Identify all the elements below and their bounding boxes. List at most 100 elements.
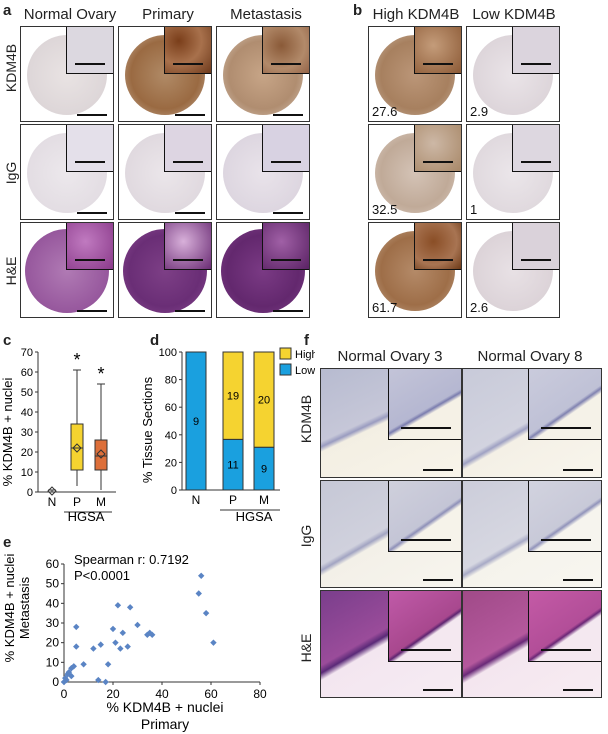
e-data-point (102, 678, 109, 686)
e-data-point (70, 663, 77, 670)
kdm4b-value: 27.6 (372, 104, 398, 119)
tissue-image-normal-kdm4b (20, 26, 114, 122)
d-count-low: 9 (193, 416, 199, 428)
panel-label-c: c (3, 332, 12, 349)
e-annotation-p: P<0.0001 (74, 568, 130, 583)
c-mean-marker (72, 443, 82, 453)
e-ytick-label: 0 (52, 675, 59, 689)
col-title-normal-ovary-3: Normal Ovary 3 (337, 348, 443, 365)
col-title-normal-ovary-8: Normal Ovary 8 (477, 348, 583, 365)
tissue-image-metastasis-igg (216, 124, 310, 220)
e-data-point (73, 643, 80, 650)
c-ytick-label: 60 (21, 367, 33, 379)
c-ytick-label: 10 (21, 467, 33, 479)
e-ytick-label: 50 (46, 577, 60, 591)
c-ylabel: % KDM4B + nuclei (0, 378, 15, 487)
e-data-point (126, 604, 134, 611)
tissue-image-normal-igg (20, 124, 114, 220)
d-legend-label: Low (295, 365, 315, 377)
tissue-image-high-2: 32.5 (368, 124, 462, 220)
d-ytick-label: 20 (165, 457, 177, 469)
e-xtick-label: 60 (204, 687, 218, 701)
e-ylabel2: Metastasis (17, 576, 32, 639)
e-ytick-label: 20 (46, 636, 60, 650)
e-xtick-label: 80 (253, 687, 267, 701)
e-data-point (202, 609, 210, 617)
d-legend-swatch-high (279, 347, 292, 360)
d-xtick-label: M (259, 493, 269, 507)
e-data-point (95, 676, 102, 684)
tissue-image-metastasis-kdm4b (216, 26, 310, 122)
d-bar-high-P (222, 351, 244, 440)
d-count-low: 11 (227, 460, 238, 472)
kdm4b-value: 1 (470, 202, 478, 217)
micrograph-ovary8-igg (462, 480, 602, 588)
c-ytick-label: 30 (21, 427, 33, 439)
e-data-point (63, 676, 70, 684)
c-xtick-label: M (96, 495, 106, 509)
panel-label-d: d (150, 332, 160, 349)
d-ytick-label: 80 (165, 375, 177, 387)
e-data-point (73, 623, 80, 631)
col-title-primary: Primary (142, 6, 194, 23)
e-ytick-label: 10 (46, 655, 60, 669)
row-label-kdm4b-a: KDM4B (3, 43, 19, 93)
d-ytick-label: 60 (165, 402, 177, 414)
panel-label-a: a (3, 2, 12, 19)
tissue-image-metastasis-he (216, 222, 310, 318)
d-xtick-label: P (229, 493, 237, 507)
micrograph-ovary8-he (462, 590, 602, 698)
row-label-he-f: H&E (298, 633, 314, 663)
col-title-low-kdm4b: Low KDM4B (472, 6, 556, 23)
c-xtick-label: P (73, 495, 81, 509)
d-ytick-label: 0 (171, 485, 177, 497)
kdm4b-value: 61.7 (372, 300, 398, 315)
e-data-point (80, 661, 87, 668)
d-legend-label: High (295, 349, 315, 361)
d-count-low: 9 (261, 464, 267, 476)
c-xtick-label: N (48, 495, 57, 509)
tissue-image-high-3: 61.7 (368, 222, 462, 318)
c-box-M (94, 439, 108, 471)
d-bar-low-N (185, 351, 207, 491)
kdm4b-value: 2.9 (470, 104, 489, 119)
d-count-high: 19 (227, 391, 239, 403)
tissue-image-primary-igg (118, 124, 212, 220)
c-ytick-label: 0 (27, 487, 33, 499)
panel-label-f: f (304, 332, 309, 349)
e-data-point (68, 665, 75, 672)
tissue-image-low-2: 1 (466, 124, 560, 220)
micrograph-ovary8-kdm4b (462, 368, 602, 478)
c-group-label: HGSA (68, 509, 105, 524)
e-data-point (195, 590, 202, 597)
c-box-P (70, 423, 84, 471)
micrograph-ovary3-kdm4b (320, 368, 462, 478)
c-mean-marker (47, 486, 57, 496)
box-plot-chart: 0 10 20 30 40 50 60 70 N P M * * % KDM4B + nuclei HG… (0, 347, 116, 524)
e-data-point (60, 678, 68, 686)
d-count-high: 20 (258, 395, 270, 407)
panel-label-b: b (353, 2, 363, 19)
e-ylabel: % KDM4B + nuclei (2, 554, 17, 663)
col-title-metastasis: Metastasis (230, 6, 302, 23)
kdm4b-value: 2.6 (470, 300, 489, 315)
e-data-point (97, 641, 104, 648)
e-xtick-label: 0 (61, 687, 68, 701)
micrograph-ovary3-igg (320, 480, 462, 588)
tissue-image-low-3: 2.6 (466, 222, 560, 318)
d-bar-high-M (253, 351, 275, 448)
row-label-igg-a: IgG (3, 161, 19, 185)
row-label-kdm4b-f: KDM4B (298, 394, 314, 444)
c-ytick-label: 20 (21, 447, 33, 459)
c-significance-mark: * (73, 350, 80, 370)
micrograph-ovary3-he (320, 590, 462, 698)
d-legend-swatch-low (279, 363, 292, 376)
c-ytick-label: 50 (21, 387, 33, 399)
e-data-point (109, 625, 117, 633)
panel-label-e: e (3, 534, 12, 551)
col-title-normal-ovary: Normal Ovary (23, 6, 117, 23)
e-data-point (119, 629, 126, 637)
e-data-point (90, 645, 97, 652)
e-ytick-label: 40 (46, 596, 60, 610)
tissue-image-primary-kdm4b (118, 26, 212, 122)
